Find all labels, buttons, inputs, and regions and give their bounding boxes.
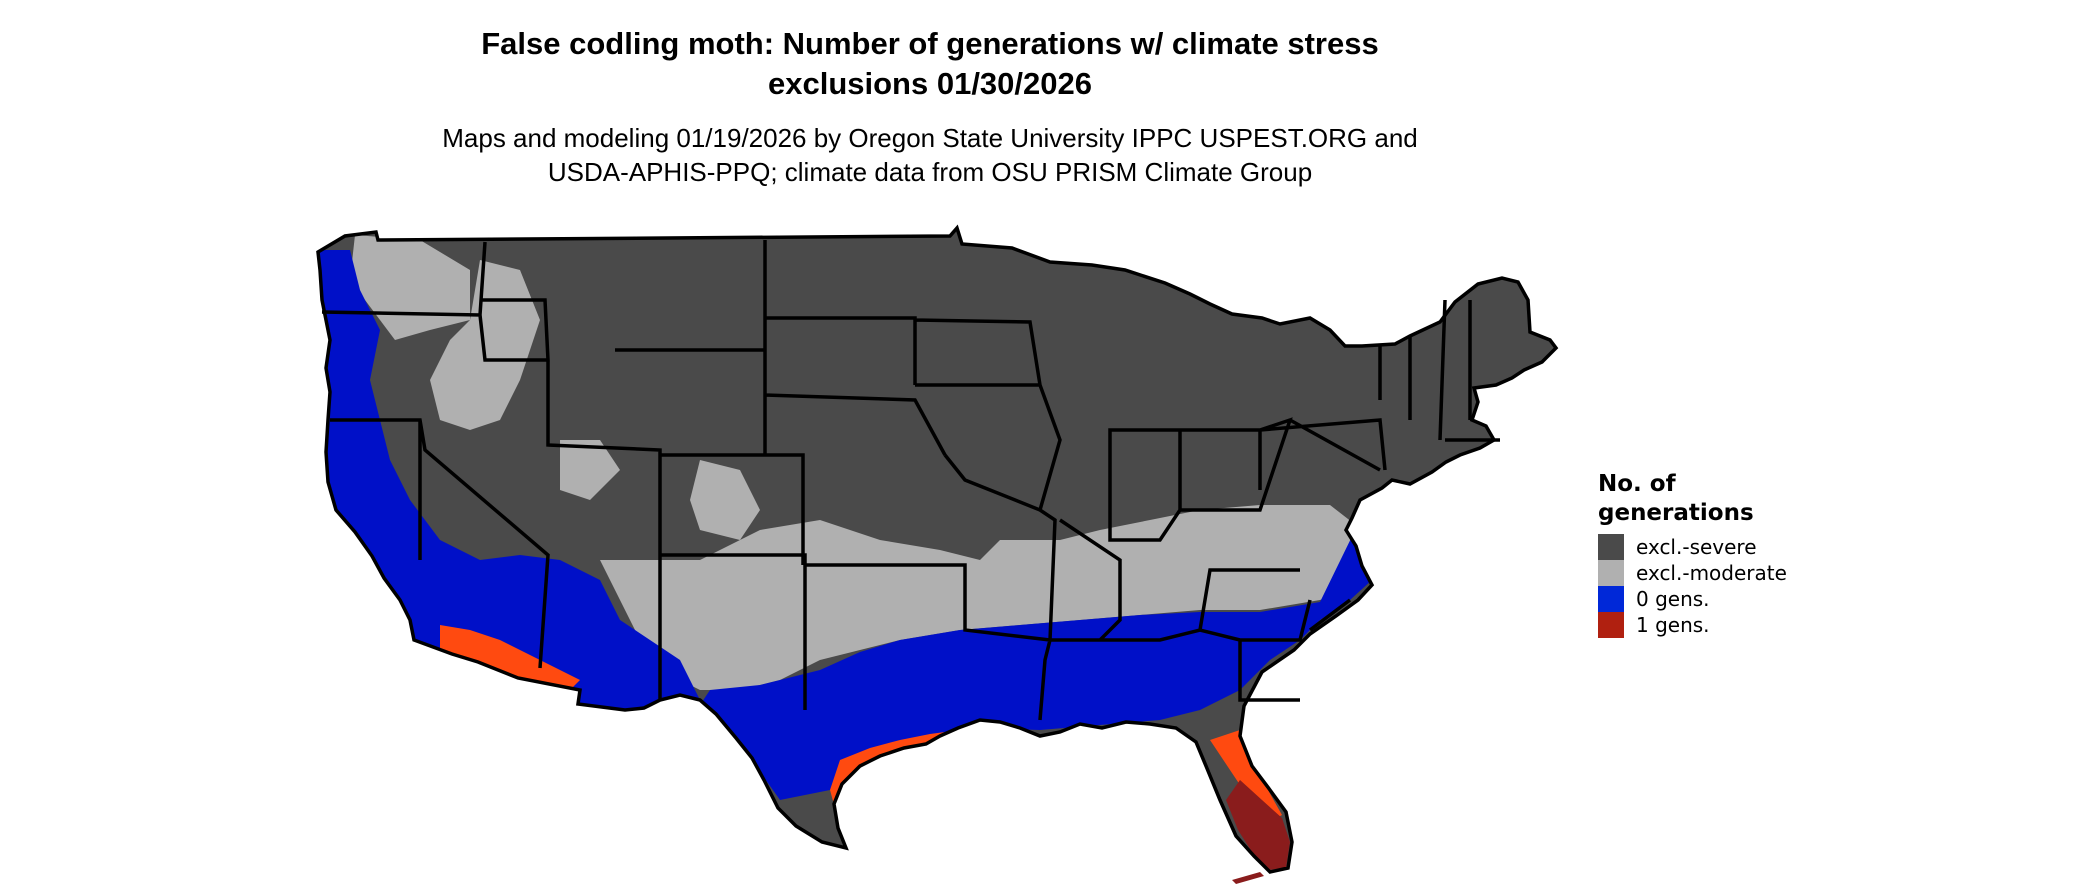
legend-item-zero-gens: 0 gens. — [1598, 586, 1798, 612]
zone-zero-gens — [318, 250, 1374, 800]
legend-title: No. of generations — [1598, 470, 1798, 528]
legend-item-excl-moderate: excl.-moderate — [1598, 560, 1798, 586]
legend-swatch — [1598, 586, 1624, 612]
legend-title-line2: generations — [1598, 500, 1754, 526]
legend-label: excl.-severe — [1636, 535, 1757, 559]
legend-swatch — [1598, 612, 1624, 638]
legend-item-one-gen: 1 gens. — [1598, 612, 1798, 638]
map-islands — [1232, 872, 1264, 884]
map-title-line2: exclusions 01/30/2026 — [767, 66, 1092, 101]
legend-title-line1: No. of — [1598, 471, 1676, 497]
state-lines — [321, 240, 1500, 721]
legend-items: excl.-severe excl.-moderate 0 gens. 1 ge… — [1598, 534, 1798, 638]
legend-label: 1 gens. — [1636, 613, 1710, 637]
map-subtitle: Maps and modeling 01/19/2026 by Oregon S… — [300, 121, 1560, 189]
map-title: False codling moth: Number of generation… — [300, 24, 1560, 104]
map-subtitle-line1: Maps and modeling 01/19/2026 by Oregon S… — [442, 123, 1418, 153]
legend: No. of generations excl.-severe excl.-mo… — [1598, 470, 1798, 638]
map-subtitle-line2: USDA-APHIS-PPQ; climate data from OSU PR… — [547, 157, 1313, 187]
state-boundaries — [316, 226, 1558, 874]
legend-label: excl.-moderate — [1636, 561, 1787, 585]
legend-item-excl-severe: excl.-severe — [1598, 534, 1798, 560]
legend-swatch — [1598, 534, 1624, 560]
map-title-line1: False codling moth: Number of generation… — [481, 26, 1379, 61]
legend-label: 0 gens. — [1636, 587, 1710, 611]
keys-islands — [1232, 872, 1264, 884]
legend-swatch — [1598, 560, 1624, 586]
